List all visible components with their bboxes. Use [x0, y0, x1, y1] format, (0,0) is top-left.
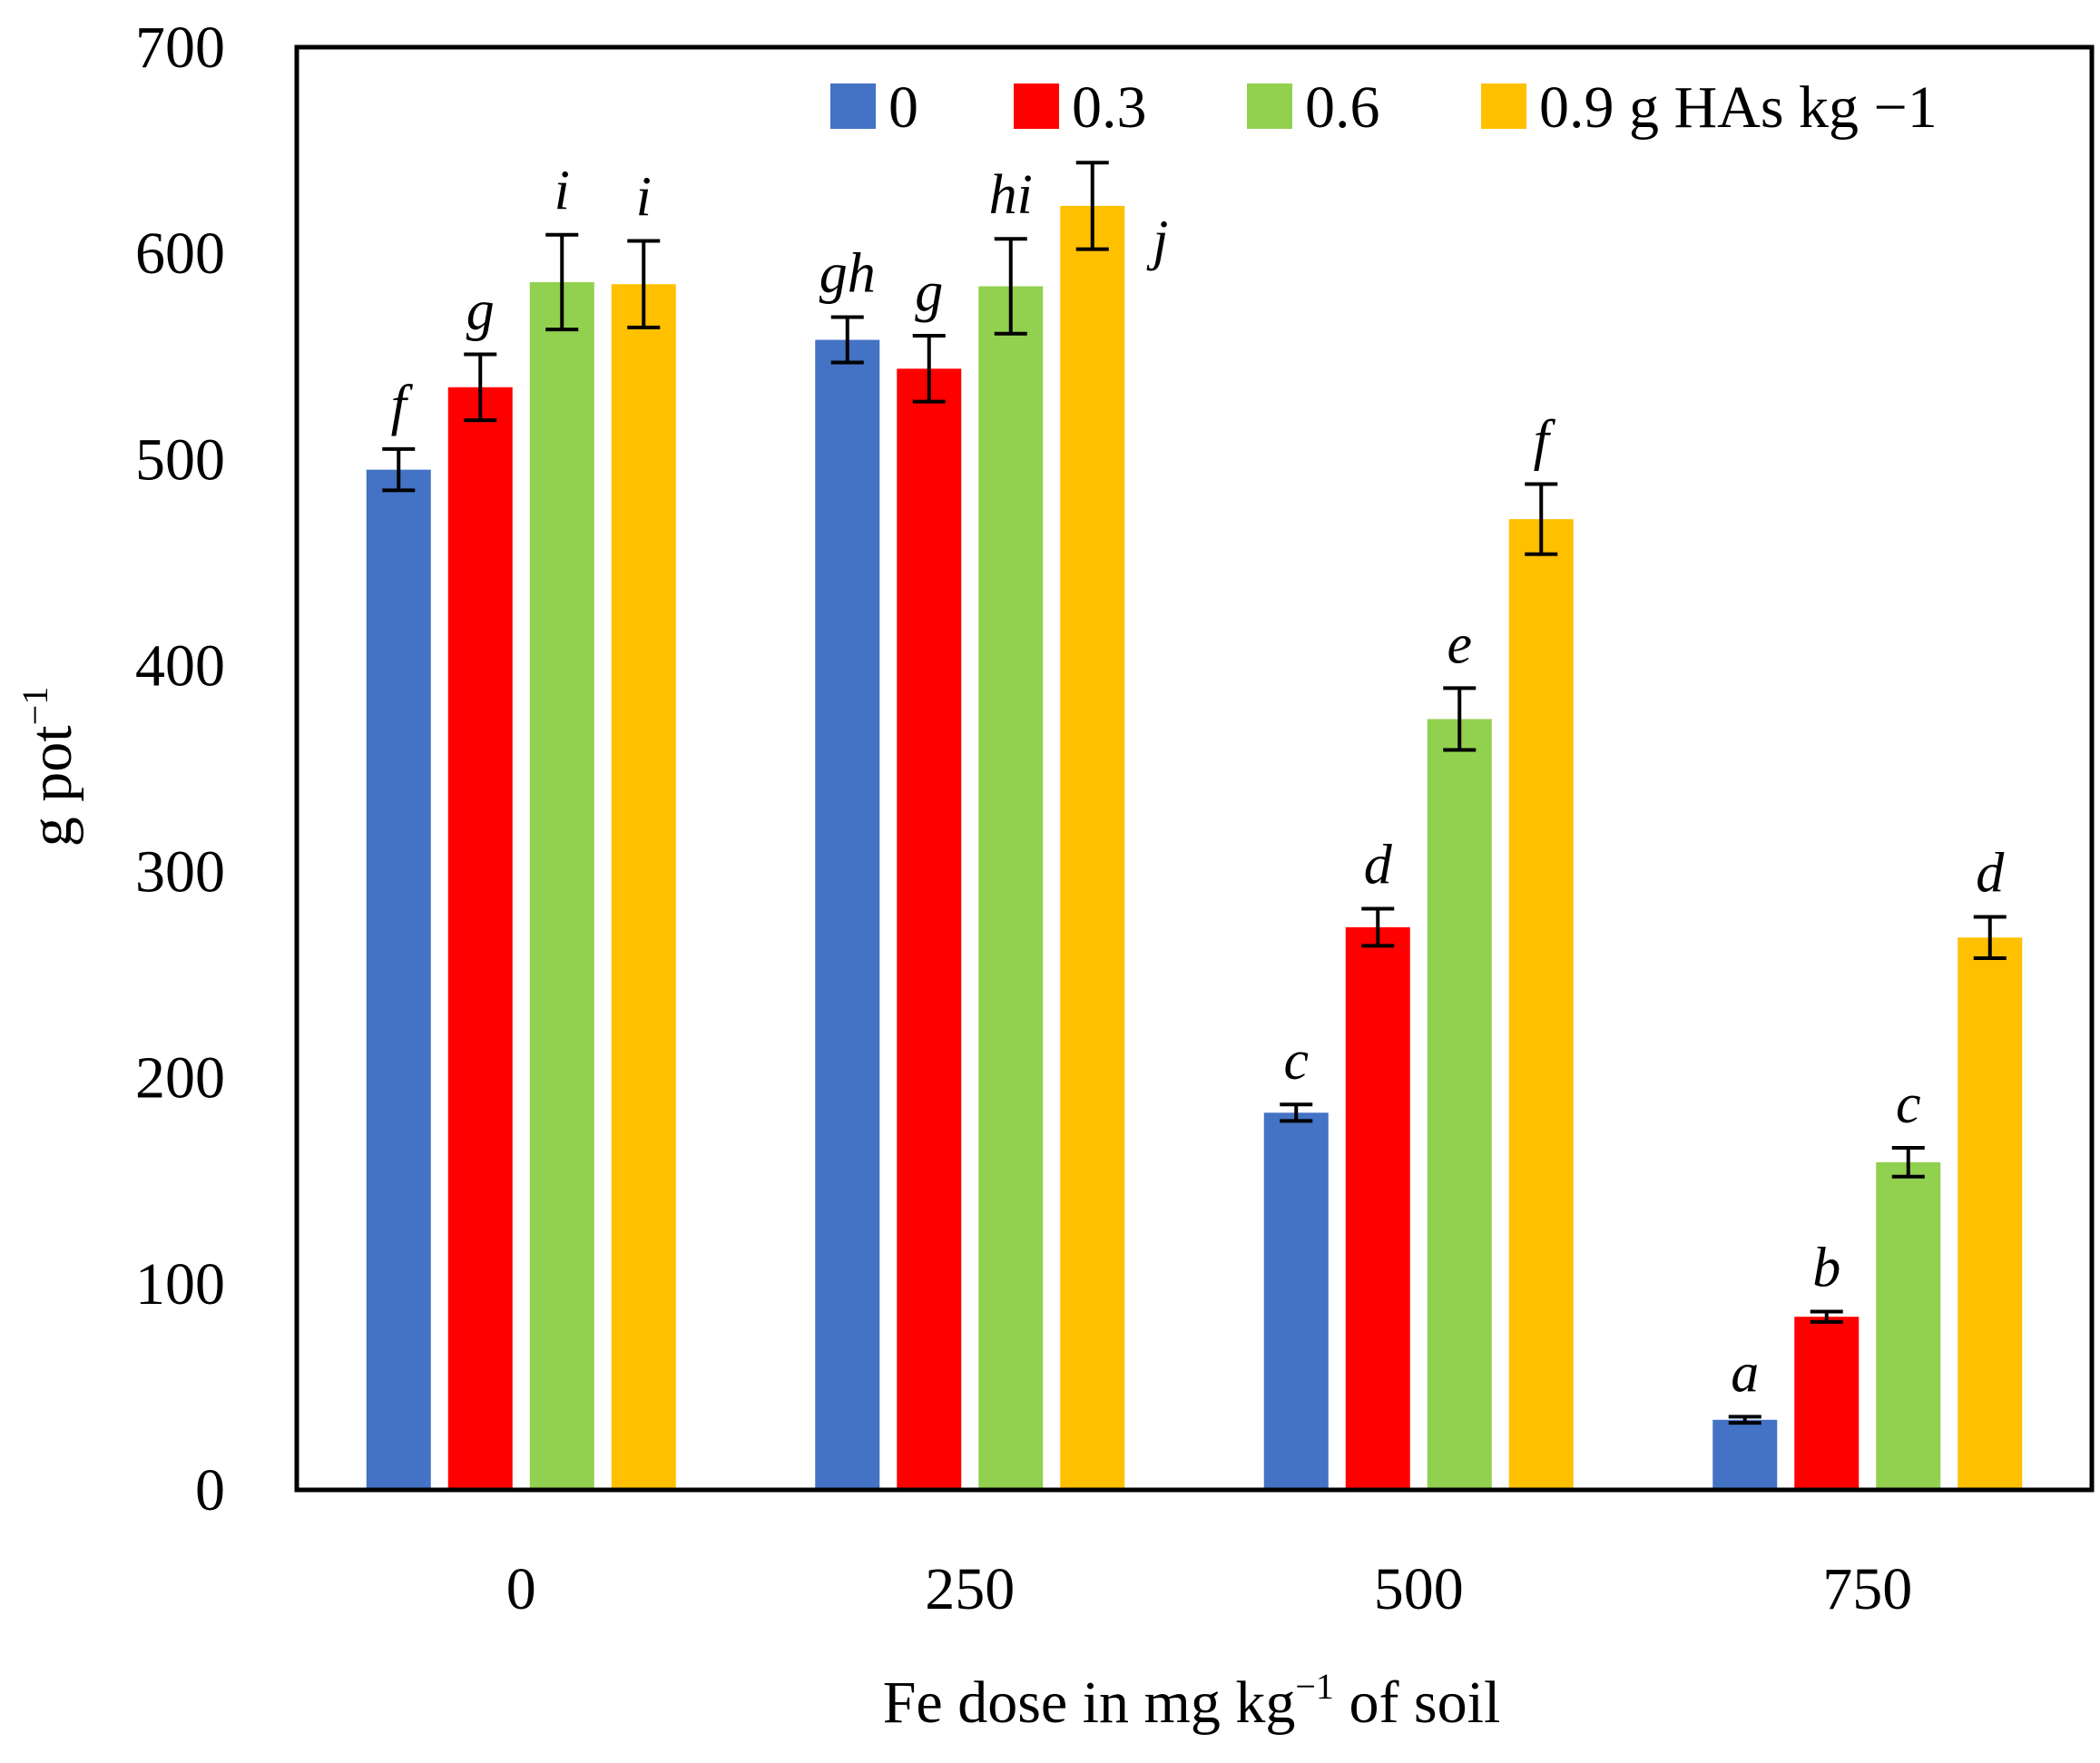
significance-letter-2-2: e: [1447, 613, 1472, 675]
x-axis-title-superscript: −1: [1295, 1666, 1334, 1707]
legend-item-2: 0.6: [1247, 74, 1380, 141]
y-tick-label: 100: [135, 1251, 225, 1317]
error-bar-1-3: [1075, 161, 1109, 251]
bar-1-3: [1060, 205, 1125, 1490]
error-bar-0-0: [382, 446, 416, 493]
bar-2-3: [1508, 519, 1574, 1490]
y-axis-title-superscript: −1: [15, 687, 55, 726]
bar-3-1: [1794, 1317, 1860, 1490]
plot-area-frame: [294, 44, 2095, 1493]
y-axis-title: g pot−1: [15, 687, 84, 847]
error-bar-3-1: [1810, 1309, 1843, 1324]
legend-label: 0.6: [1305, 74, 1380, 141]
error-bar-2-2: [1443, 686, 1477, 752]
y-axis-ticks: 0 100 200 300 400 500 600 700: [135, 15, 225, 1523]
error-bar-3-2: [1891, 1145, 1925, 1179]
y-tick-label: 200: [135, 1045, 225, 1112]
error-bar-0-2: [545, 232, 579, 332]
significance-letter-0-3: i: [636, 167, 652, 229]
y-tick-label: 600: [135, 220, 225, 287]
significance-letter-3-3: d: [1976, 843, 2005, 905]
y-tick-label: 500: [135, 426, 225, 493]
bar-0-0: [366, 469, 431, 1491]
y-axis-title-text: g pot: [18, 725, 84, 847]
legend-label: 0.3: [1072, 74, 1147, 141]
significance-letter-3-2: c: [1896, 1073, 1921, 1135]
bar-0-3: [611, 284, 676, 1490]
significance-letter-3-0: a: [1731, 1342, 1759, 1404]
error-bars-layer: [382, 161, 2007, 1425]
x-axis-title-text: Fe dose in mg kg: [883, 1670, 1296, 1736]
error-bar-0-3: [627, 239, 661, 329]
bar-0-2: [529, 281, 594, 1490]
bar-3-2: [1876, 1161, 1941, 1490]
error-bar-2-0: [1280, 1102, 1313, 1123]
x-axis-ticks: 0 250 500 750: [506, 1556, 1913, 1622]
error-bar-0-1: [464, 352, 497, 423]
x-tick-label: 0: [506, 1556, 536, 1622]
x-axis-title: Fe dose in mg kg−1 of soil: [883, 1666, 1501, 1736]
bar-1-2: [978, 286, 1044, 1490]
y-tick-label: 300: [135, 839, 225, 906]
bar-1-0: [815, 339, 880, 1490]
error-bar-1-2: [994, 237, 1027, 336]
significance-letter-3-1: b: [1812, 1238, 1840, 1299]
significance-letter-2-1: d: [1364, 834, 1393, 896]
bar-2-0: [1263, 1112, 1329, 1490]
legend-item-0: 0: [830, 74, 918, 141]
significance-letter-1-2: hi: [989, 164, 1033, 226]
legend-swatch: [1481, 83, 1526, 129]
legend: 0 0.3 0.6 0.9 g HAs kg −1: [830, 74, 1938, 141]
error-bar-2-1: [1361, 906, 1395, 948]
x-tick-label: 250: [925, 1556, 1015, 1622]
error-bar-3-0: [1728, 1415, 1761, 1425]
error-bar-1-0: [830, 315, 864, 365]
bar-0-1: [447, 387, 513, 1491]
x-tick-label: 750: [1822, 1556, 1912, 1622]
x-axis-title-suffix: of soil: [1334, 1670, 1500, 1736]
legend-swatch: [1247, 83, 1292, 129]
significance-letter-1-1: g: [915, 261, 943, 323]
significance-letter-1-0: gh: [819, 243, 876, 305]
y-tick-label: 400: [135, 632, 225, 699]
bar-3-3: [1958, 937, 2023, 1490]
legend-swatch: [1014, 83, 1059, 129]
significance-letter-0-2: i: [554, 161, 570, 222]
significance-letter-2-0: c: [1283, 1030, 1309, 1092]
y-tick-label: 700: [135, 15, 225, 81]
y-tick-label: 0: [195, 1457, 225, 1523]
bar-1-1: [897, 368, 962, 1490]
legend-swatch: [830, 83, 876, 129]
bar-3-0: [1712, 1419, 1778, 1490]
error-bar-3-3: [1973, 915, 2007, 960]
bar-2-1: [1345, 926, 1410, 1490]
legend-label: 0.9 g HAs kg −1: [1539, 74, 1938, 141]
significance-letter-0-1: g: [466, 279, 495, 341]
x-tick-label: 500: [1374, 1556, 1464, 1622]
legend-label: 0: [888, 74, 918, 141]
bars-layer: [366, 205, 2023, 1491]
error-bar-1-1: [912, 334, 946, 404]
error-bar-2-3: [1525, 482, 1558, 556]
bar-2-2: [1427, 719, 1492, 1490]
legend-item-3: 0.9 g HAs kg −1: [1481, 74, 1938, 141]
legend-item-1: 0.3: [1014, 74, 1147, 141]
